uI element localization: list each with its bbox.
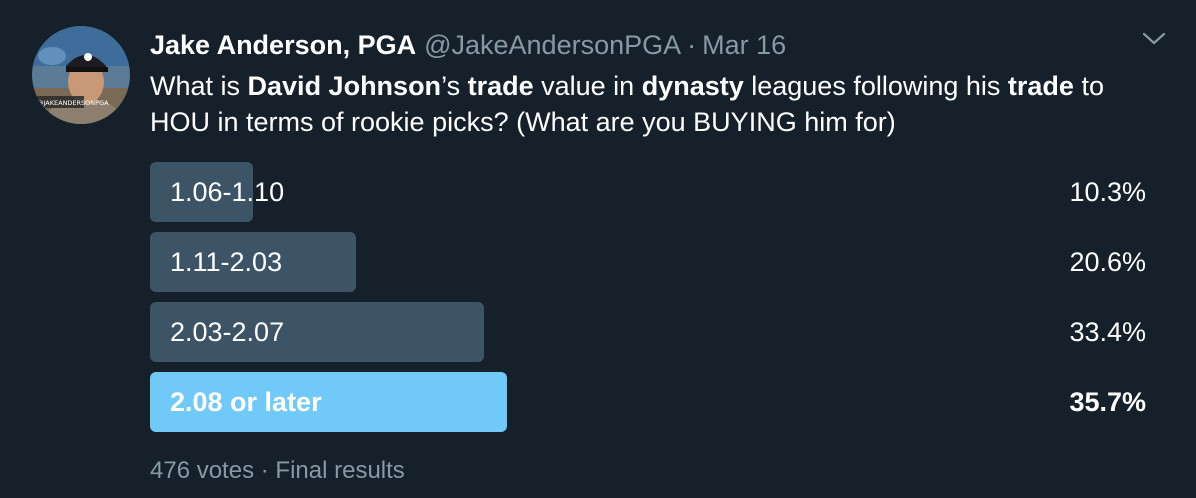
poll-option: 2.03-2.07 33.4% [150, 302, 1150, 362]
tweet-text-segment: What is [150, 71, 248, 101]
tweet-header: Jake Anderson, PGA @JakeAndersonPGA · Mar 1… [150, 28, 786, 62]
poll-option: 1.11-2.03 20.6% [150, 232, 1150, 292]
handle[interactable]: @JakeAndersonPGA [424, 30, 682, 60]
tweet-text-segment: leagues following his [743, 71, 1008, 101]
poll-option-bar [150, 232, 356, 292]
tweet-text-segment: ’s [441, 71, 468, 101]
tweet-text: What is David Johnson’s trade value in d… [150, 68, 1160, 140]
tweet-text-segment: to HOU in terms of rookie picks? (What a… [150, 71, 1104, 137]
poll-option-percent: 10.3% [1069, 177, 1146, 207]
poll-option-bar [150, 372, 507, 432]
poll-option-bar [150, 162, 253, 222]
chevron-down-icon[interactable] [1141, 28, 1167, 48]
tweet-text-bold: dynasty [641, 71, 744, 101]
poll-option: 1.06-1.10 10.3% [150, 162, 1150, 222]
poll: 1.06-1.10 10.3% 1.11-2.03 20.6% 2.03-2.07 33.… [150, 162, 1150, 442]
poll-status: Final results [275, 457, 405, 484]
tweet-text-bold: trade [1007, 71, 1074, 101]
header-separator: · [687, 30, 697, 60]
tweet-text-segment: value in [533, 71, 642, 101]
poll-option-label: 2.03-2.07 [170, 317, 285, 347]
avatar-image: @JAKEANDERSONPGA [32, 26, 130, 124]
avatar-watermark: @JAKEANDERSONPGA [37, 99, 109, 107]
tweet-text-bold: trade [467, 71, 534, 101]
vote-count: 476 votes [150, 457, 255, 484]
tweet-text-bold: David Johnson [247, 71, 442, 101]
poll-option-bar [150, 302, 484, 362]
poll-option-percent: 20.6% [1069, 247, 1146, 277]
poll-option-percent: 33.4% [1069, 317, 1146, 347]
poll-option: 2.08 or later 35.7% [150, 372, 1150, 432]
poll-option-percent: 35.7% [1069, 387, 1146, 417]
avatar[interactable]: @JAKEANDERSONPGA [32, 26, 130, 124]
display-name[interactable]: Jake Anderson, PGA [150, 30, 417, 60]
poll-option-label: 1.11-2.03 [170, 247, 283, 277]
footer-separator: · [260, 457, 269, 484]
poll-footer: 476 votes · Final results [150, 454, 405, 488]
poll-option-label: 2.08 or later [170, 387, 322, 417]
poll-option-label: 1.06-1.10 [170, 177, 285, 207]
tweet-date[interactable]: Mar 16 [702, 30, 787, 60]
